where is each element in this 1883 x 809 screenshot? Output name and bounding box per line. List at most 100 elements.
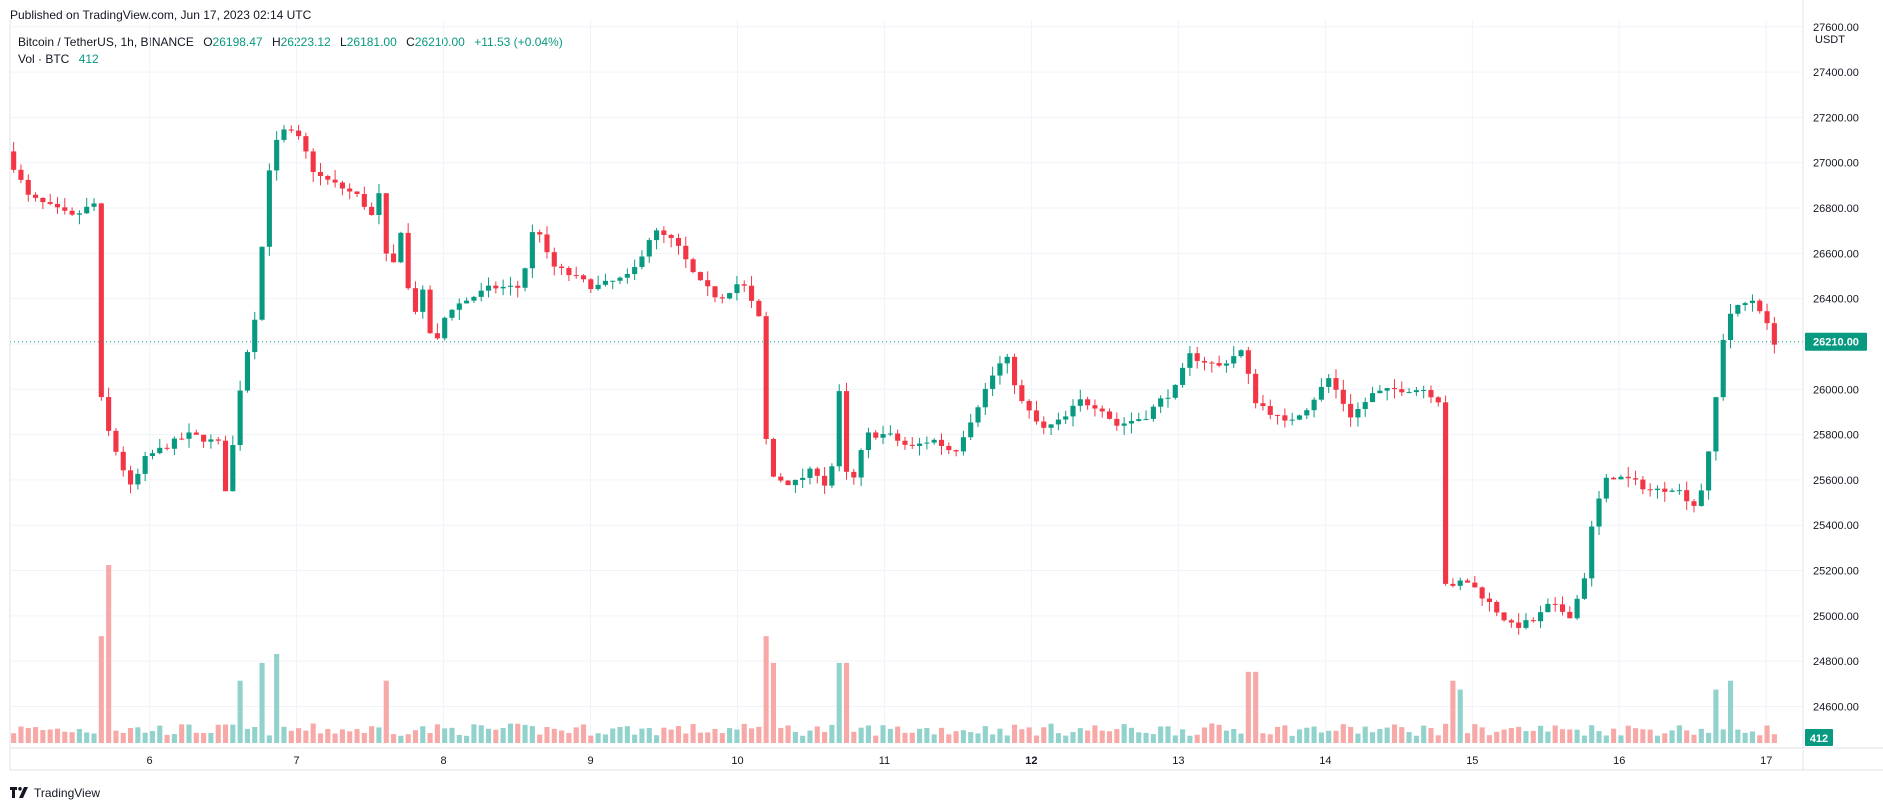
volume-bar xyxy=(851,731,857,743)
candle-body xyxy=(317,171,324,176)
candle-body xyxy=(149,453,156,457)
candle-body xyxy=(442,317,448,339)
candle-body xyxy=(675,237,682,246)
volume-bar xyxy=(931,734,937,743)
volume-bar xyxy=(1494,731,1500,743)
price-tick-label: 24800.00 xyxy=(1813,656,1859,668)
candle-body xyxy=(288,129,294,131)
volume-bar xyxy=(917,728,923,743)
candle-body xyxy=(1267,406,1273,415)
candle-body xyxy=(1026,401,1032,411)
price-tick-label: 25400.00 xyxy=(1813,520,1859,532)
candle-body xyxy=(1223,363,1229,366)
candle-body xyxy=(69,210,75,215)
volume-bar xyxy=(164,734,170,743)
candle-body xyxy=(924,442,930,444)
volume-bar xyxy=(734,729,740,743)
candle-body xyxy=(33,194,39,198)
candle-body xyxy=(1172,384,1178,398)
candle-body xyxy=(873,432,879,438)
candle-body xyxy=(1253,373,1259,404)
volume-bar xyxy=(142,732,148,743)
candle-body xyxy=(1764,311,1770,324)
volume-bar xyxy=(1238,733,1244,743)
candle-body xyxy=(310,151,316,172)
volume-bar xyxy=(1019,729,1025,743)
volume-bar xyxy=(135,727,141,743)
grid-lines xyxy=(10,20,1803,745)
volume-bar xyxy=(646,728,652,743)
candle-body xyxy=(383,193,389,254)
volume-bar xyxy=(1004,735,1010,743)
candle-body xyxy=(668,234,674,238)
candle-body xyxy=(1706,451,1712,491)
candle-body xyxy=(1201,360,1208,363)
currency-label: USDT xyxy=(1815,34,1845,46)
candle-body xyxy=(522,268,528,288)
candle-body xyxy=(617,277,623,281)
volume-bar xyxy=(727,728,733,743)
candle-body xyxy=(1318,386,1324,400)
volume-bar xyxy=(507,723,514,743)
volume-bar xyxy=(1640,729,1646,743)
footer-brand-text[interactable]: TradingView xyxy=(34,786,101,800)
candle-body xyxy=(1019,385,1025,402)
candle-body xyxy=(734,284,740,294)
candle-body xyxy=(1238,350,1244,357)
candle-body xyxy=(54,203,61,208)
volume-bar xyxy=(391,734,397,743)
footer-brand: TradingView xyxy=(10,786,100,800)
candle-body xyxy=(18,169,24,180)
volume-bar xyxy=(748,728,755,743)
candle-body xyxy=(909,444,915,446)
candle-body xyxy=(113,430,119,452)
volume-bar xyxy=(1245,671,1251,743)
candle-body xyxy=(456,303,462,310)
candle-body xyxy=(1516,622,1522,628)
volume-bar xyxy=(792,731,798,743)
candle-body xyxy=(179,438,185,440)
volume-bar xyxy=(186,724,192,743)
volume-bar xyxy=(1684,730,1690,743)
candle-body xyxy=(1428,389,1434,398)
candle-body xyxy=(1391,388,1398,390)
candle-body xyxy=(1340,389,1346,404)
candle-body xyxy=(1603,477,1609,499)
volume-label[interactable]: Vol · BTC xyxy=(18,52,70,66)
price-tick-label: 24600.00 xyxy=(1813,701,1859,713)
volume-bar xyxy=(1486,735,1492,743)
candle-body xyxy=(1362,402,1368,410)
volume-bar xyxy=(1216,724,1222,743)
volume-bar xyxy=(1158,726,1164,743)
volume-bar xyxy=(120,732,126,743)
candle-body xyxy=(471,296,477,301)
volume-bar xyxy=(1201,727,1208,743)
volume-bar xyxy=(1771,734,1777,743)
volume-bar xyxy=(1647,729,1653,743)
volume-bar xyxy=(617,726,623,743)
candle-body xyxy=(1296,415,1303,420)
volume-bar xyxy=(113,730,119,743)
volume-bar xyxy=(310,723,316,743)
volume-bar xyxy=(1340,724,1346,743)
candle-body xyxy=(369,206,375,216)
volume-bar xyxy=(924,727,930,743)
volume-bar xyxy=(1099,730,1105,743)
volume-bar xyxy=(1223,730,1229,743)
candle-body xyxy=(1121,423,1127,426)
candle-body xyxy=(836,391,842,467)
time-tick-label: 10 xyxy=(731,755,743,767)
candle-body xyxy=(763,316,769,439)
volume-bar xyxy=(76,728,82,743)
candle-body xyxy=(822,475,828,486)
candle-body xyxy=(1749,300,1756,304)
volume-bar xyxy=(1413,735,1419,743)
volume-bar xyxy=(464,735,470,743)
candle-body xyxy=(639,256,645,268)
candle-body xyxy=(1669,490,1675,492)
volume-bar xyxy=(361,732,367,743)
volume-bar xyxy=(1114,729,1120,743)
volume-bar xyxy=(47,729,53,743)
candle-body xyxy=(1698,490,1704,506)
